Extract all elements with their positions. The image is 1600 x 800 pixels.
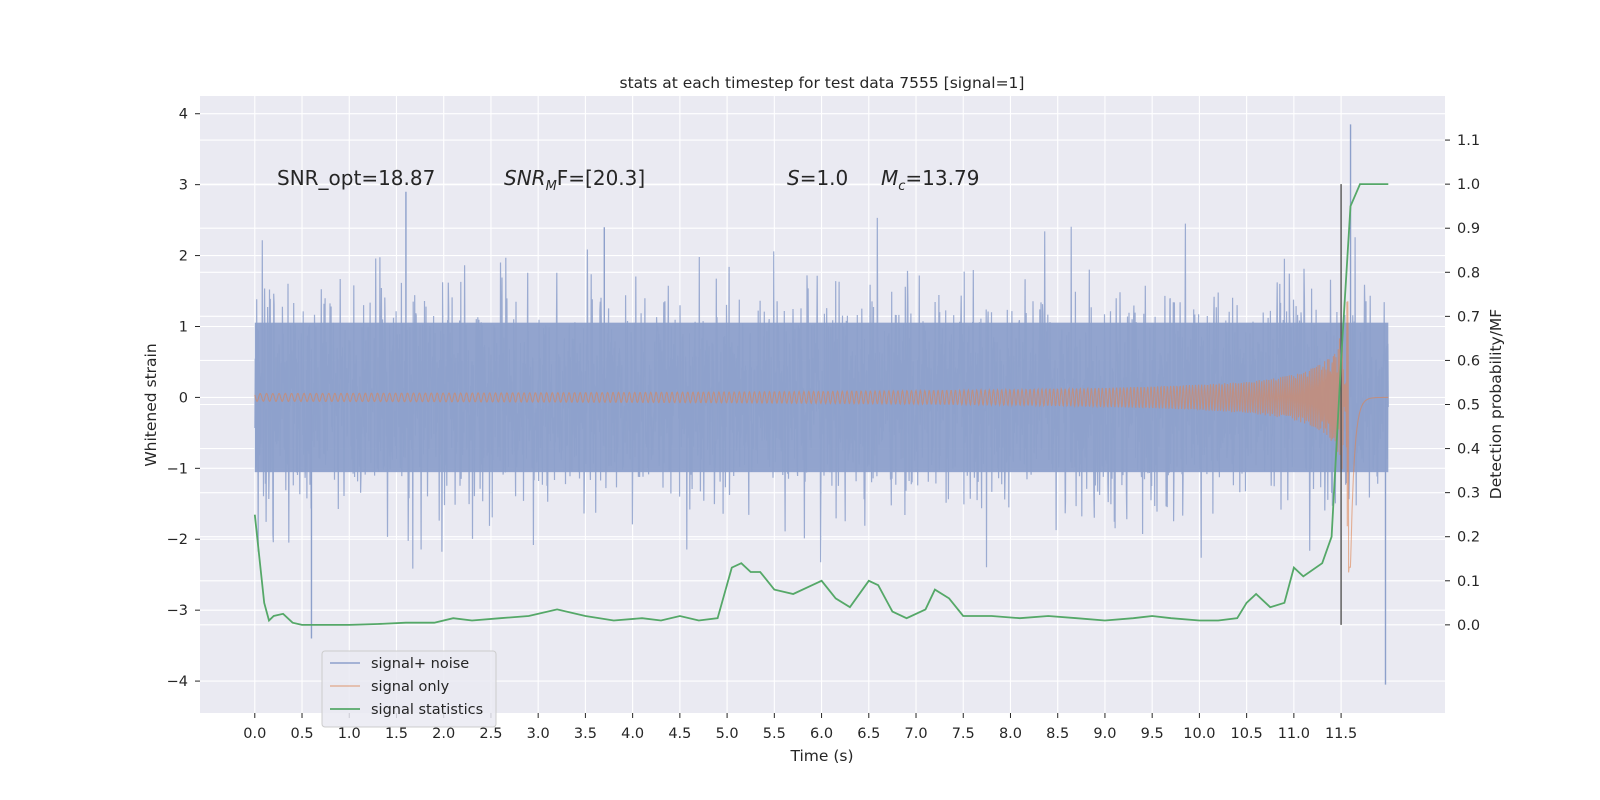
x-tick-label: 2.0: [432, 726, 455, 742]
x-tick-label: 6.5: [857, 726, 880, 742]
y2-tick-label: 0.9: [1457, 221, 1480, 237]
x-tick-label: 10.5: [1230, 726, 1262, 742]
x-tick-label: 4.0: [621, 726, 644, 742]
x-tick-label: 1.5: [385, 726, 408, 742]
y2-tick-label: 0.2: [1457, 530, 1480, 546]
y2-tick-label: 1.0: [1457, 177, 1480, 193]
legend-label-noise: signal+ noise: [371, 656, 469, 672]
y2-axis-label: Detection probability/MF: [1487, 309, 1505, 500]
annotation-snr-mf-sub: M: [546, 179, 557, 194]
y2-tick-label: 0.4: [1457, 442, 1480, 458]
x-tick-label: 11.5: [1325, 726, 1357, 742]
y2-tick-label: 0.7: [1457, 309, 1480, 325]
x-tick-label: 9.0: [1093, 726, 1116, 742]
annotation-snr-mf-rest: F=[20.3]: [557, 166, 645, 190]
y2-tick-label: 0.6: [1457, 353, 1480, 369]
x-tick-label: 7.5: [952, 726, 975, 742]
annotation-s-main: S: [787, 166, 800, 190]
y2-tick-label: 1.1: [1457, 133, 1480, 149]
y2-tick-label: 0.0: [1457, 618, 1480, 634]
x-tick-label: 9.5: [1141, 726, 1164, 742]
y-tick-label: −4: [167, 674, 188, 690]
annotation-snr-mf-main: SNR: [504, 166, 546, 190]
annotation-s: S=1.0: [787, 166, 848, 190]
x-tick-label: 8.0: [999, 726, 1022, 742]
annotation-mc-rest: =13.79: [905, 166, 979, 190]
x-tick-label: 6.0: [810, 726, 833, 742]
signal-only-line: [254, 301, 1389, 573]
y-axis-label: Whitened strain: [142, 343, 160, 466]
annotation-snr-opt: SNR_opt=18.87: [277, 166, 435, 190]
y-axis-ticks: 4 3 2 1 0 −1 −2 −3 −4: [167, 107, 200, 690]
x-tick-label: 3.5: [574, 726, 597, 742]
x-tick-label: 5.0: [716, 726, 739, 742]
y-tick-label: −3: [167, 603, 188, 619]
x-tick-label: 5.5: [763, 726, 786, 742]
y-tick-label: −1: [167, 461, 188, 477]
x-axis-ticks: 0.0 0.5 1.0 1.5 2.0 2.5 3.0 3.5 4.0 4.5 5.0 5.5 6.0 6…: [243, 713, 1357, 742]
x-tick-label: 0.5: [290, 726, 313, 742]
y-tick-label: 3: [179, 178, 188, 194]
y-tick-label: 4: [179, 107, 188, 123]
legend-label-signal: signal only: [371, 679, 450, 695]
annotation-mc-sub: c: [898, 179, 905, 194]
x-axis-label: Time (s): [789, 747, 853, 765]
x-tick-label: 4.5: [668, 726, 691, 742]
y2-tick-label: 0.3: [1457, 486, 1480, 502]
y2-axis-ticks: 1.1 1.0 0.9 0.8 0.7 0.6 0.5 0.4 0.3 0.2 0.1 0.0: [1445, 133, 1480, 634]
y-tick-label: −2: [167, 532, 188, 548]
y2-tick-label: 0.1: [1457, 574, 1480, 590]
annotation-mc-main: M: [881, 166, 898, 190]
legend-label-stats: signal statistics: [371, 702, 483, 718]
x-tick-label: 8.5: [1046, 726, 1069, 742]
legend-box: [321, 650, 497, 728]
x-tick-label: 10.0: [1183, 726, 1215, 742]
x-tick-label: 2.5: [479, 726, 502, 742]
chart-title: stats at each timestep for test data 755…: [620, 74, 1025, 92]
legend: signal+ noise signal only signal statist…: [321, 650, 497, 728]
y-tick-label: 0: [179, 390, 188, 406]
annotation-mc: Mc=13.79: [881, 166, 979, 194]
annotations: SNR_opt=18.87 SNRMF=[20.3] S=1.0 Mc=13.7…: [277, 166, 979, 194]
x-tick-label: 0.0: [243, 726, 266, 742]
annotation-s-rest: =1.0: [800, 166, 849, 190]
signal-statistics-line: [253, 183, 1389, 626]
y-tick-label: 1: [179, 319, 188, 335]
x-tick-label: 11.0: [1278, 726, 1310, 742]
y2-tick-label: 0.8: [1457, 265, 1480, 281]
x-tick-label: 1.0: [338, 726, 361, 742]
signal-only-series: [254, 301, 1389, 573]
x-tick-label: 3.0: [527, 726, 550, 742]
signal-statistics-series: [253, 183, 1389, 626]
x-tick-label: 7.0: [904, 726, 927, 742]
y-tick-label: 2: [179, 249, 188, 265]
y2-tick-label: 0.5: [1457, 398, 1480, 414]
annotation-snr-mf: SNRMF=[20.3]: [504, 166, 645, 194]
